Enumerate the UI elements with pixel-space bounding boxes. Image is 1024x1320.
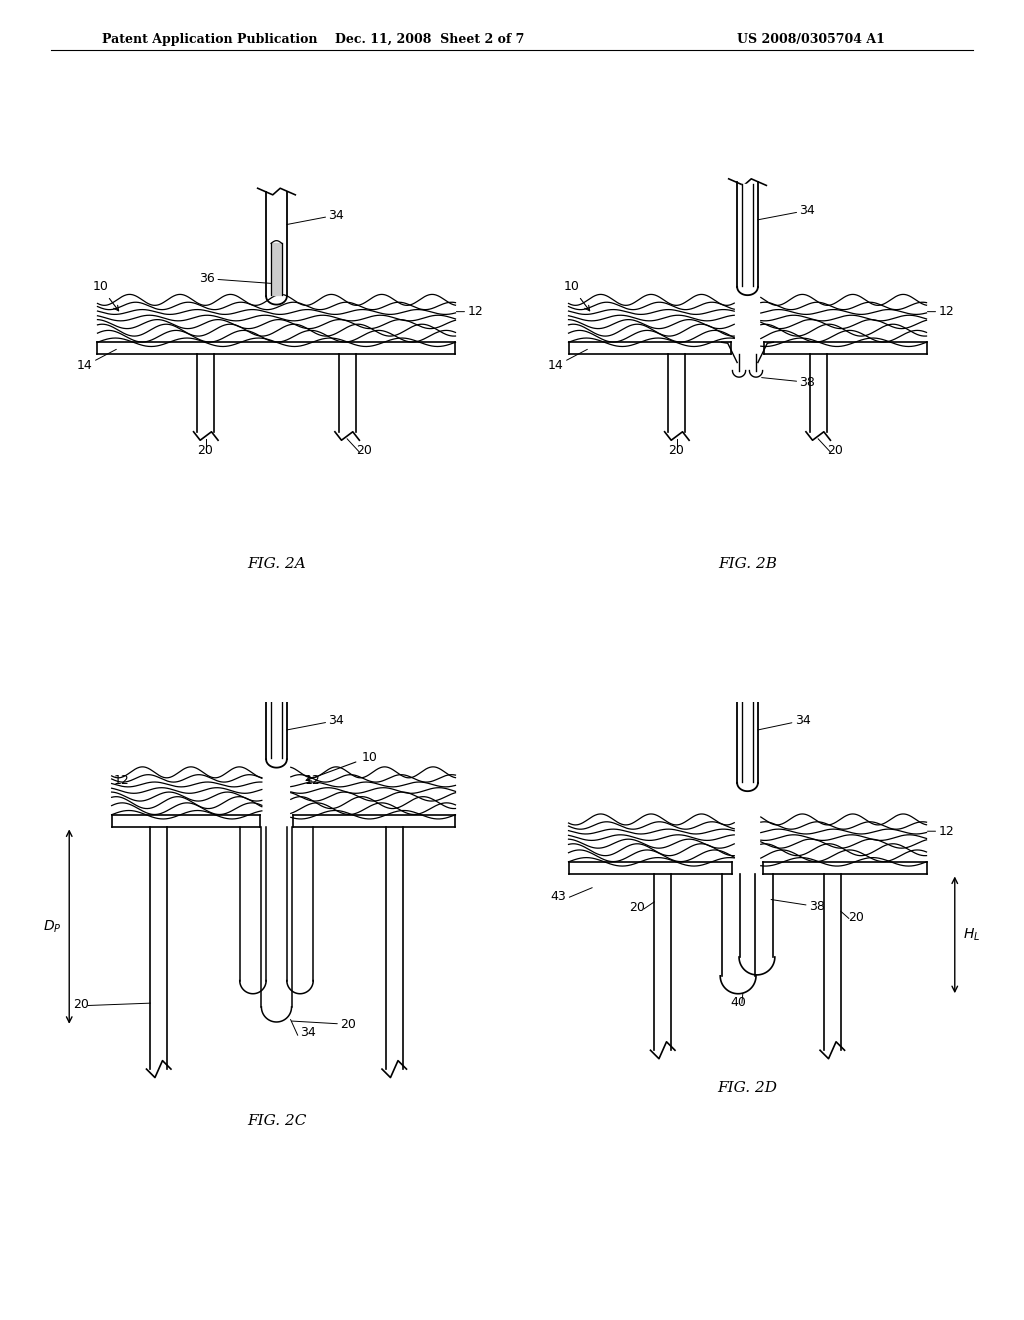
Text: 40: 40 (730, 995, 746, 1008)
Text: FIG. 2C: FIG. 2C (247, 1114, 306, 1127)
Text: 38: 38 (762, 376, 815, 389)
Text: 12: 12 (928, 825, 954, 838)
Text: 20: 20 (848, 911, 864, 924)
Text: 12: 12 (114, 774, 130, 787)
Text: 20: 20 (668, 445, 684, 457)
Text: 43: 43 (551, 890, 566, 903)
Text: 12: 12 (928, 305, 954, 318)
Text: 34: 34 (758, 714, 810, 730)
Text: 34: 34 (287, 714, 344, 730)
Text: 20: 20 (355, 445, 372, 457)
Text: 20: 20 (73, 998, 89, 1011)
Text: 20: 20 (826, 445, 843, 457)
Text: 10: 10 (93, 280, 119, 310)
Text: FIG. 2A: FIG. 2A (247, 557, 306, 570)
Text: US 2008/0305704 A1: US 2008/0305704 A1 (737, 33, 885, 46)
Text: FIG. 2D: FIG. 2D (718, 1081, 777, 1094)
Text: 34: 34 (300, 1026, 315, 1039)
Text: Dec. 11, 2008  Sheet 2 of 7: Dec. 11, 2008 Sheet 2 of 7 (336, 33, 524, 46)
Text: Patent Application Publication: Patent Application Publication (102, 33, 317, 46)
Text: 14: 14 (548, 350, 588, 372)
Text: 20: 20 (197, 445, 213, 457)
Text: 10: 10 (564, 280, 590, 310)
Text: 34: 34 (287, 209, 344, 224)
Text: 20: 20 (292, 1018, 356, 1031)
Text: $H_L$: $H_L$ (963, 927, 980, 942)
Text: FIG. 2B: FIG. 2B (718, 557, 777, 570)
Text: 12: 12 (305, 774, 321, 787)
Text: 14: 14 (77, 350, 117, 372)
Text: 34: 34 (758, 203, 815, 220)
Text: 10: 10 (306, 751, 377, 781)
Text: 20: 20 (629, 902, 645, 915)
Text: 12: 12 (457, 305, 483, 318)
Text: 36: 36 (200, 272, 271, 285)
Text: 38: 38 (771, 899, 824, 913)
Text: $D_P$: $D_P$ (43, 919, 62, 935)
